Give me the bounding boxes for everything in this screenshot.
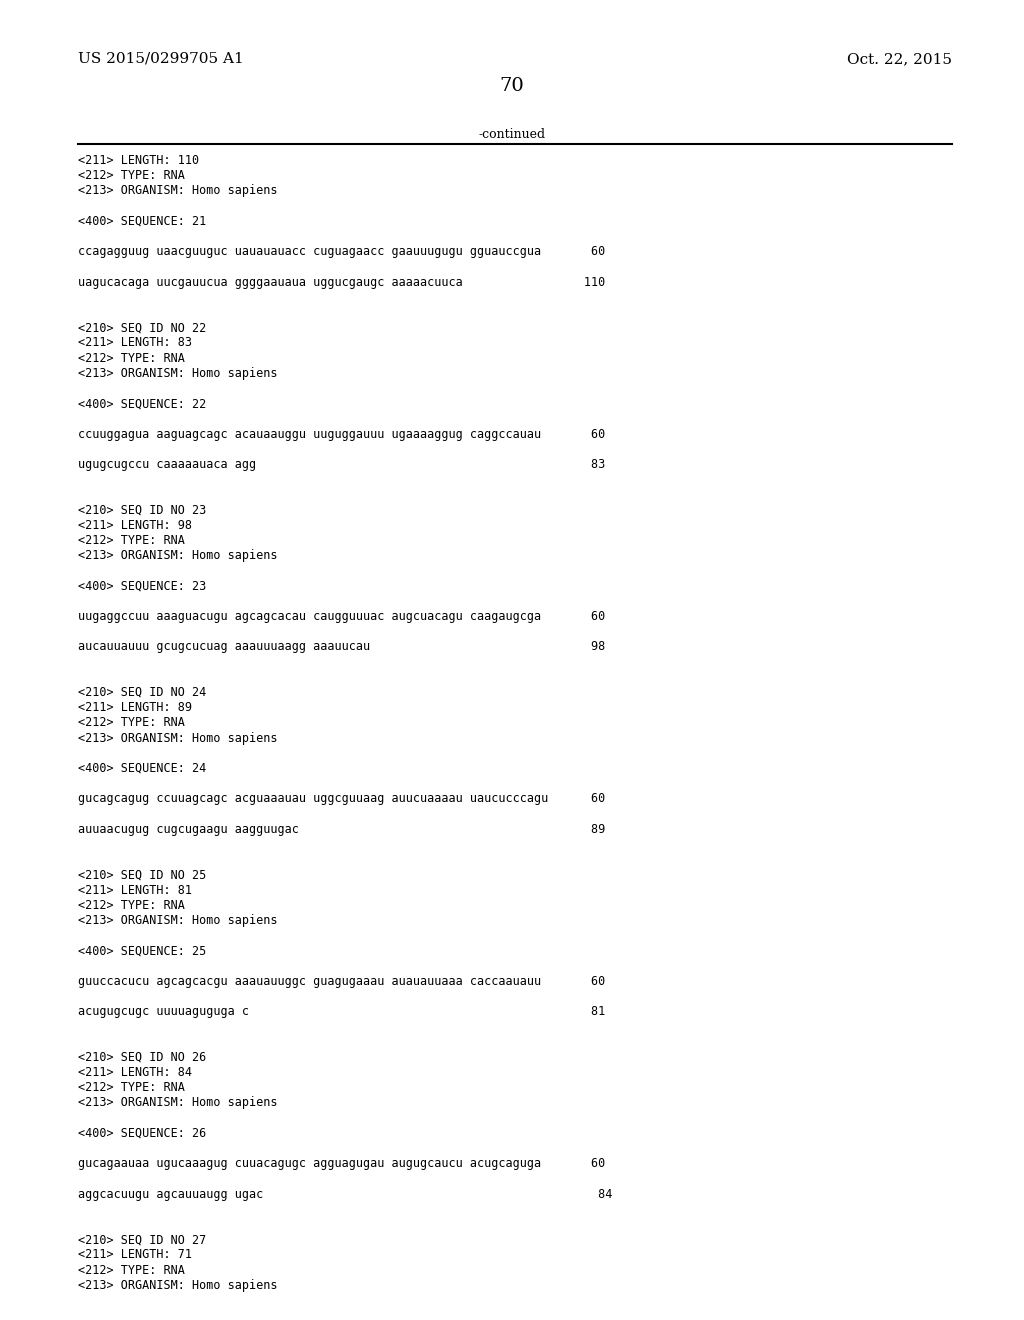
Text: guuccacucu agcagcacgu aaauauuggc guagugaaau auauauuaaa caccaauauu       60: guuccacucu agcagcacgu aaauauuggc guaguga… [78,974,605,987]
Text: <210> SEQ ID NO 22: <210> SEQ ID NO 22 [78,321,206,334]
Text: Oct. 22, 2015: Oct. 22, 2015 [847,51,952,66]
Text: <211> LENGTH: 110: <211> LENGTH: 110 [78,154,199,168]
Text: <213> ORGANISM: Homo sapiens: <213> ORGANISM: Homo sapiens [78,1097,278,1109]
Text: <210> SEQ ID NO 24: <210> SEQ ID NO 24 [78,686,206,700]
Text: <213> ORGANISM: Homo sapiens: <213> ORGANISM: Homo sapiens [78,913,278,927]
Text: <400> SEQUENCE: 26: <400> SEQUENCE: 26 [78,1127,206,1139]
Text: <210> SEQ ID NO 23: <210> SEQ ID NO 23 [78,504,206,516]
Text: <212> TYPE: RNA: <212> TYPE: RNA [78,169,185,182]
Text: <212> TYPE: RNA: <212> TYPE: RNA [78,351,185,364]
Text: <213> ORGANISM: Homo sapiens: <213> ORGANISM: Homo sapiens [78,549,278,562]
Text: <210> SEQ ID NO 25: <210> SEQ ID NO 25 [78,869,206,882]
Text: <213> ORGANISM: Homo sapiens: <213> ORGANISM: Homo sapiens [78,367,278,380]
Text: gucagcagug ccuuagcagc acguaaauau uggcguuaag auucuaaaau uaucucccagu      60: gucagcagug ccuuagcagc acguaaauau uggcguu… [78,792,605,805]
Text: <400> SEQUENCE: 25: <400> SEQUENCE: 25 [78,944,206,957]
Text: <211> LENGTH: 81: <211> LENGTH: 81 [78,883,193,896]
Text: acugugcugc uuuuaguguga c                                                81: acugugcugc uuuuaguguga c 81 [78,1006,605,1018]
Text: aggcacuugu agcauuaugg ugac                                               84: aggcacuugu agcauuaugg ugac 84 [78,1188,612,1201]
Text: <210> SEQ ID NO 26: <210> SEQ ID NO 26 [78,1051,206,1064]
Text: <211> LENGTH: 84: <211> LENGTH: 84 [78,1067,193,1078]
Text: <211> LENGTH: 98: <211> LENGTH: 98 [78,519,193,532]
Text: uagucacaga uucgauucua ggggaauaua uggucgaugc aaaaacuuca                 110: uagucacaga uucgauucua ggggaauaua uggucga… [78,276,605,289]
Text: 70: 70 [500,77,524,95]
Text: uugaggccuu aaaguacugu agcagcacau caugguuuac augcuacagu caagaugcga       60: uugaggccuu aaaguacugu agcagcacau caugguu… [78,610,605,623]
Text: <212> TYPE: RNA: <212> TYPE: RNA [78,717,185,730]
Text: <211> LENGTH: 83: <211> LENGTH: 83 [78,337,193,350]
Text: US 2015/0299705 A1: US 2015/0299705 A1 [78,51,244,66]
Text: gucagaauaa ugucaaagug cuuacagugc agguagugau augugcaucu acugcaguga       60: gucagaauaa ugucaaagug cuuacagugc agguagu… [78,1158,605,1171]
Text: <212> TYPE: RNA: <212> TYPE: RNA [78,1081,185,1094]
Text: <212> TYPE: RNA: <212> TYPE: RNA [78,899,185,912]
Text: aucauuauuu gcugcucuag aaauuuaagg aaauucau                               98: aucauuauuu gcugcucuag aaauuuaagg aaauuca… [78,640,605,653]
Text: <213> ORGANISM: Homo sapiens: <213> ORGANISM: Homo sapiens [78,185,278,198]
Text: <400> SEQUENCE: 24: <400> SEQUENCE: 24 [78,762,206,775]
Text: ccagagguug uaacguuguc uauauauacc cuguagaacc gaauuugugu gguauccgua       60: ccagagguug uaacguuguc uauauauacc cuguaga… [78,246,605,259]
Text: <400> SEQUENCE: 23: <400> SEQUENCE: 23 [78,579,206,593]
Text: ugugcugccu caaaaauaca agg                                               83: ugugcugccu caaaaauaca agg 83 [78,458,605,471]
Text: <212> TYPE: RNA: <212> TYPE: RNA [78,1263,185,1276]
Text: <212> TYPE: RNA: <212> TYPE: RNA [78,535,185,546]
Text: auuaacugug cugcugaagu aagguugac                                         89: auuaacugug cugcugaagu aagguugac 89 [78,822,605,836]
Text: <400> SEQUENCE: 22: <400> SEQUENCE: 22 [78,397,206,411]
Text: <400> SEQUENCE: 21: <400> SEQUENCE: 21 [78,215,206,228]
Text: -continued: -continued [478,128,546,141]
Text: <211> LENGTH: 89: <211> LENGTH: 89 [78,701,193,714]
Text: <210> SEQ ID NO 27: <210> SEQ ID NO 27 [78,1233,206,1246]
Text: ccuuggagua aaguagcagc acauaauggu uuguggauuu ugaaaaggug caggccauau       60: ccuuggagua aaguagcagc acauaauggu uugugga… [78,428,605,441]
Text: <213> ORGANISM: Homo sapiens: <213> ORGANISM: Homo sapiens [78,1279,278,1292]
Text: <213> ORGANISM: Homo sapiens: <213> ORGANISM: Homo sapiens [78,731,278,744]
Text: <211> LENGTH: 71: <211> LENGTH: 71 [78,1249,193,1262]
